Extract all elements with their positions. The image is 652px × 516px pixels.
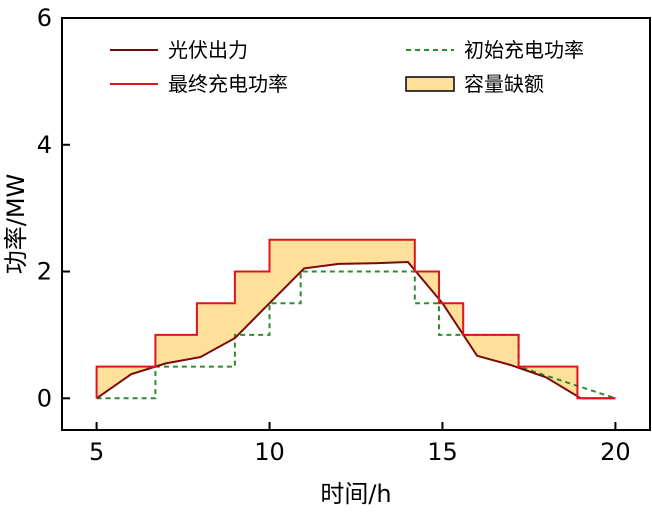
legend-label: 光伏出力 (168, 38, 248, 62)
legend-item-final-charging: 最终充电功率 (110, 72, 288, 96)
axes: 5 10 15 20 0 2 4 6 (37, 4, 631, 466)
legend-item-pv-output: 光伏出力 (110, 38, 248, 62)
legend-item-initial-charging: 初始充电功率 (406, 38, 584, 62)
legend-label: 初始充电功率 (464, 38, 584, 62)
series-line-pv-output (96, 260, 616, 400)
y-tick-label: 2 (37, 258, 52, 286)
legend-label: 容量缺额 (464, 72, 544, 96)
capacity-gap-area (96, 239, 616, 399)
x-tick-label: 10 (254, 438, 285, 466)
legend-label: 最终充电功率 (168, 72, 288, 96)
y-tick-label: 6 (37, 4, 52, 32)
series-line-initial-charging (96, 270, 616, 400)
plot-area (95, 238, 616, 400)
legend-swatch (405, 76, 455, 92)
x-tick-label: 15 (427, 438, 458, 466)
plot-frame (61, 17, 651, 431)
y-tick-label: 0 (37, 384, 52, 412)
series-line-final-charging (95, 238, 616, 400)
legend-item-capacity-gap: 容量缺额 (405, 72, 544, 96)
y-tick-label: 4 (37, 131, 52, 159)
x-tick-label: 20 (600, 438, 631, 466)
y-axis-label: 功率/MW (2, 174, 30, 275)
x-tick-label: 5 (89, 438, 104, 466)
x-axis-label: 时间/h (320, 480, 391, 508)
